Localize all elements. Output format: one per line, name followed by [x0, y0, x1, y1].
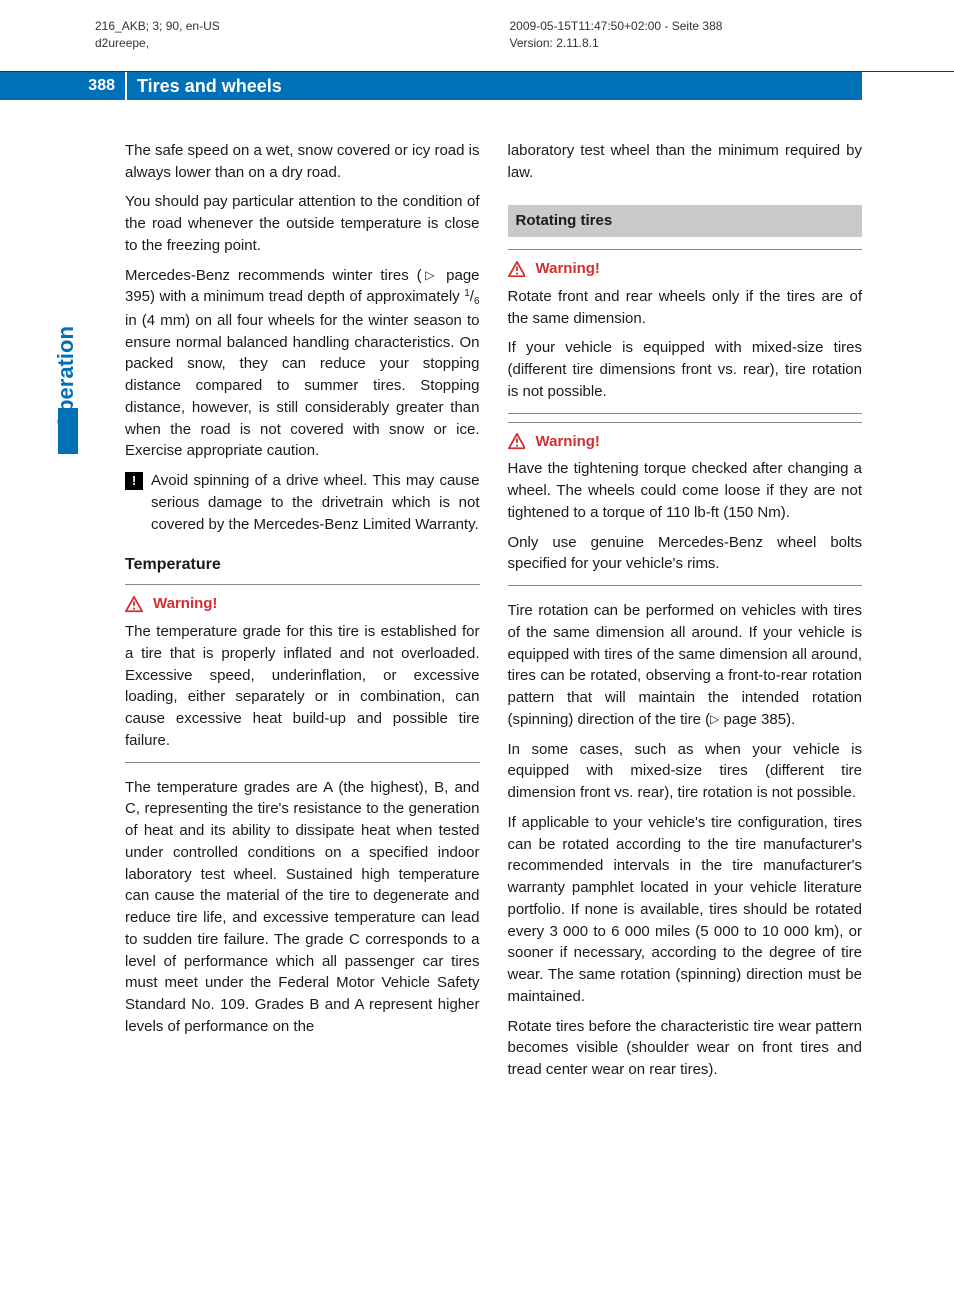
warning-triangle-icon: [508, 433, 526, 449]
warn2-p1: Rotate front and rear wheels only if the…: [508, 286, 863, 330]
para-safe-speed: The safe speed on a wet, snow covered or…: [125, 140, 480, 184]
ref-arrow-icon: ▷: [422, 268, 439, 282]
warning-temperature: Warning! The temperature grade for this …: [125, 584, 480, 762]
para-cont: laboratory test wheel than the minimum r…: [508, 140, 863, 184]
warning-triangle-icon: [125, 596, 143, 612]
column-left: The safe speed on a wet, snow covered or…: [125, 140, 480, 1089]
page-header: 388 Tires and wheels: [0, 72, 954, 100]
warning-body: The temperature grade for this tire is e…: [125, 621, 480, 752]
meta-left: 216_AKB; 3; 90, en-US d2ureepe,: [95, 18, 510, 53]
columns: The safe speed on a wet, snow covered or…: [125, 140, 862, 1089]
subhead-temperature: Temperature: [125, 553, 480, 576]
meta-left-line2: d2ureepe,: [95, 35, 510, 52]
warning-head: Warning!: [508, 431, 863, 453]
para-attention: You should pay particular attention to t…: [125, 191, 480, 256]
warning-title: Warning!: [153, 593, 217, 615]
warning-rotate-dimension: Warning! Rotate front and rear wheels on…: [508, 249, 863, 414]
note-drivetrain: ! Avoid spinning of a drive wheel. This …: [125, 470, 480, 535]
p3a: Mercedes-Benz recommends winter tires (: [125, 267, 422, 284]
para-temp-grades: The temperature grades are A (the highes…: [125, 777, 480, 1038]
meta-right: 2009-05-15T11:47:50+02:00 - Seite 388 Ve…: [510, 18, 925, 53]
meta-right-line1: 2009-05-15T11:47:50+02:00 - Seite 388: [510, 18, 925, 35]
meta-right-line2: Version: 2.11.8.1: [510, 35, 925, 52]
section-rotating-tires: Rotating tires: [508, 205, 863, 237]
page-number: 388: [0, 72, 125, 100]
para-winter-tires: Mercedes-Benz recommends winter tires (▷…: [125, 265, 480, 463]
p3c: in (4 mm) on all four wheels for the win…: [125, 312, 480, 460]
side-section-label: Operation: [50, 326, 82, 430]
column-right: laboratory test wheel than the minimum r…: [508, 140, 863, 1089]
p5-ref: page 385: [724, 711, 787, 728]
p3b: ) with a minimum tread depth of approxim…: [150, 288, 464, 305]
note-text: Avoid spinning of a drive wheel. This ma…: [151, 470, 480, 535]
p5a: Tire rotation can be performed on vehicl…: [508, 602, 863, 728]
warn2-p2: If your vehicle is equipped with mixed-s…: [508, 337, 863, 402]
page-title: Tires and wheels: [125, 72, 862, 100]
warning-head: Warning!: [125, 593, 480, 615]
p5b: ).: [786, 711, 795, 728]
body: Operation The safe speed on a wet, snow …: [0, 140, 954, 1089]
frac-num: 1: [464, 288, 470, 299]
exclamation-icon: !: [125, 472, 143, 490]
metadata-header: 216_AKB; 3; 90, en-US d2ureepe, 2009-05-…: [0, 0, 954, 61]
warning-title: Warning!: [536, 258, 600, 280]
frac-den: 6: [474, 296, 480, 307]
para-rotation-possible: Tire rotation can be performed on vehicl…: [508, 600, 863, 731]
warning-torque: Warning! Have the tightening torque chec…: [508, 422, 863, 587]
warning-title: Warning!: [536, 431, 600, 453]
warning-head: Warning!: [508, 258, 863, 280]
ref-arrow-icon: ▷: [710, 712, 719, 726]
warn3-p2: Only use genuine Mercedes-Benz wheel bol…: [508, 532, 863, 576]
meta-left-line1: 216_AKB; 3; 90, en-US: [95, 18, 510, 35]
para-intervals: If applicable to your vehicle's tire con…: [508, 812, 863, 1008]
para-mixed-size: In some cases, such as when your vehicle…: [508, 739, 863, 804]
warning-triangle-icon: [508, 261, 526, 277]
warn3-p1: Have the tightening torque checked after…: [508, 458, 863, 523]
para-rotate-before: Rotate tires before the characteristic t…: [508, 1016, 863, 1081]
